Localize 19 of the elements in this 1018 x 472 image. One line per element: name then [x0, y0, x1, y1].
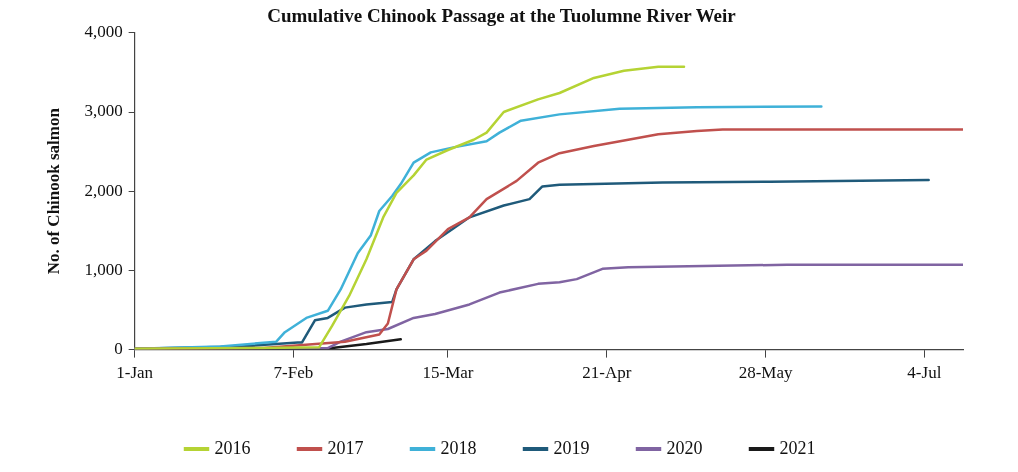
y-tick-label: 4,000 — [84, 22, 123, 42]
legend-label: 2021 — [779, 437, 816, 458]
y-tick-label: 0 — [114, 339, 123, 359]
legend-label: 2020 — [666, 437, 703, 458]
x-tick-label: 4-Jul — [907, 363, 942, 383]
legend-label: 2017 — [327, 437, 364, 458]
legend-label: 2016 — [214, 437, 251, 458]
legend-label: 2019 — [553, 437, 590, 458]
x-tick-label: 15-Mar — [422, 363, 474, 383]
x-tick-label: 21-Apr — [582, 363, 632, 383]
y-axis-title: No. of Chinook salmon — [43, 107, 63, 275]
y-tick-label: 3,000 — [84, 101, 123, 121]
y-tick-label: 2,000 — [84, 180, 123, 200]
x-tick-label: 7-Feb — [273, 363, 314, 383]
x-tick-label: 28-May — [738, 363, 793, 383]
chart-title: Cumulative Chinook Passage at the Tuolumne River Weir — [267, 5, 737, 27]
y-tick-label: 1,000 — [84, 259, 123, 279]
legend-label: 2018 — [440, 437, 477, 458]
x-tick-label: 1-Jan — [116, 363, 154, 383]
